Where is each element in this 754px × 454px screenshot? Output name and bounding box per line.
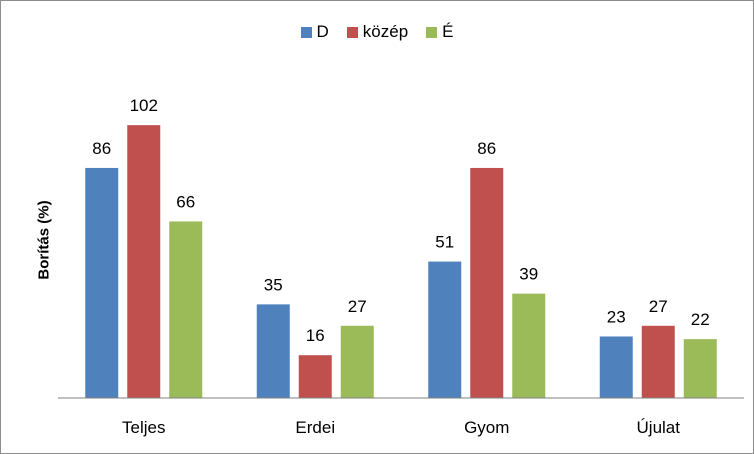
data-label: 102 [130,96,158,115]
legend-item-kozep: közép [346,22,409,42]
x-tick-label: Teljes [122,418,165,437]
legend-label-kozep: közép [362,22,409,41]
data-label: 22 [691,310,710,329]
data-label: 27 [649,297,668,316]
bar [85,167,119,398]
legend-swatch-d [300,26,312,38]
data-label: 23 [607,307,626,326]
bar [256,304,290,398]
bar [340,325,374,398]
bar [470,167,504,398]
data-label: 86 [477,139,496,158]
bar [169,221,203,398]
bar [683,339,717,398]
legend-label-e: É [442,22,454,41]
x-tick-label: Erdei [295,418,335,437]
legend-item-d: D [300,22,329,42]
data-label: 35 [264,275,283,294]
data-label: 27 [348,297,367,316]
bar [298,355,332,398]
legend-swatch-kozep [346,26,358,38]
x-tick-label: Újulat [637,418,681,437]
legend: D közép É [0,22,754,42]
bar [127,125,161,399]
data-label: 39 [519,265,538,284]
data-label: 86 [92,139,111,158]
data-label: 66 [176,192,195,211]
data-label: 51 [435,233,454,252]
bar [512,293,546,398]
legend-label-d: D [316,22,329,41]
data-label: 16 [306,326,325,345]
legend-item-e: É [426,22,454,42]
bar [641,325,675,398]
legend-swatch-e [426,26,438,38]
x-tick-label: Gyom [464,418,509,437]
bar [599,336,633,398]
bar [428,261,462,398]
